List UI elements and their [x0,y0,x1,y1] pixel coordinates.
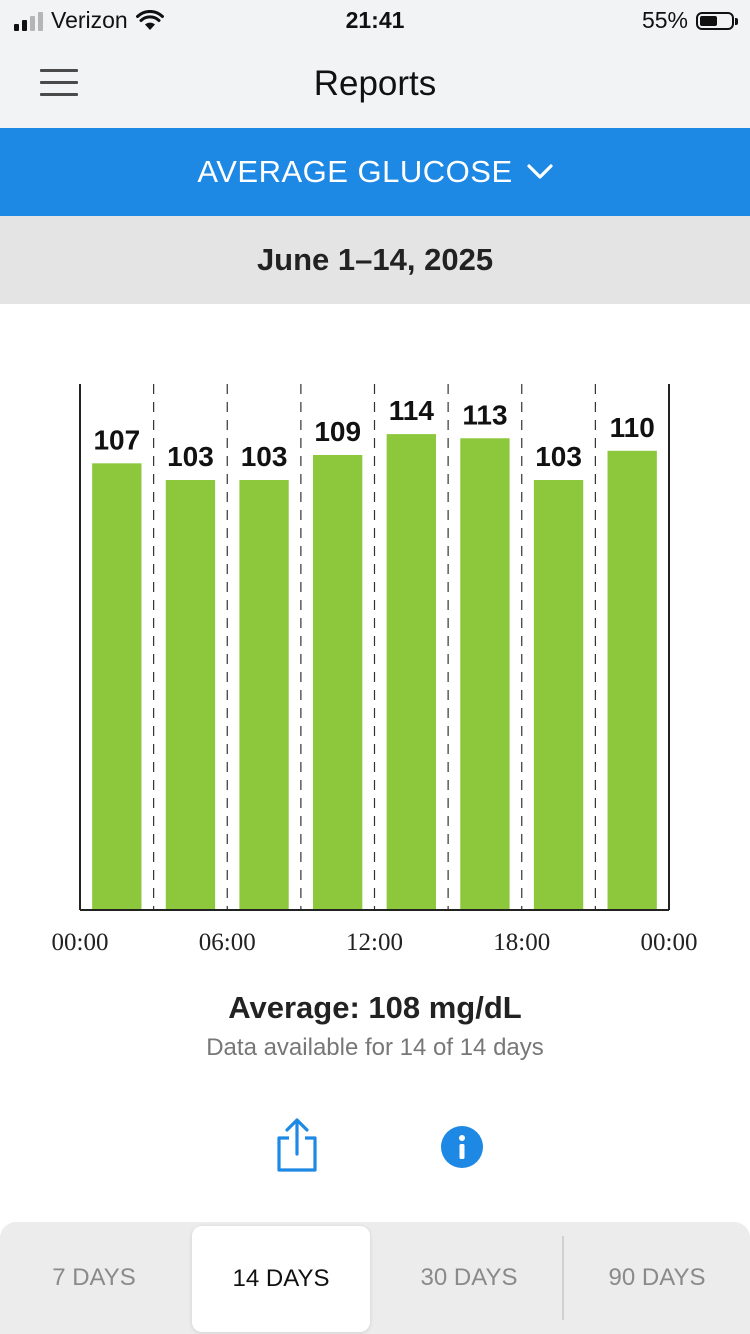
data-availability-text: Data available for 14 of 14 days [206,1034,544,1061]
x-tick-label: 12:00 [346,929,403,956]
tab-30-days[interactable]: 30 DAYS [420,1264,518,1291]
chart-bar [607,450,657,910]
tab-90-days[interactable]: 90 DAYS [608,1264,706,1291]
bar-value-label: 109 [314,416,361,447]
date-range-bar: June 1–14, 2025 [0,216,750,304]
glucose-bar-chart: 107 103 103 109 114 113 103 110 00:00 06:00 12:00 1… [52,384,698,956]
average-glucose-text: Average: 108 mg/dL [228,990,522,1025]
bar-value-label: 103 [241,441,288,472]
chart-bar [165,480,216,910]
tab-7-days[interactable]: 7 DAYS [52,1264,136,1291]
clock-time: 21:41 [345,7,405,33]
chart-bar [460,438,510,910]
x-tick-label: 00:00 [641,929,698,956]
status-right: 55% [641,7,738,34]
metric-selector-label: AVERAGE GLUCOSE [197,154,513,189]
summary-section: Average: 108 mg/dL Data available for 14… [0,990,750,1062]
navigation-bar: Reports [0,42,750,129]
bar-value-label: 110 [610,412,655,443]
x-tick-label: 18:00 [493,929,550,956]
signal-strength-icon [14,11,43,31]
x-tick-label: 00:00 [52,929,109,956]
battery-icon [696,11,738,30]
chart-bar [92,463,142,910]
chart-bar [313,454,363,910]
info-icon[interactable] [440,1125,484,1169]
range-segmented-control: 7 DAYS 14 DAYS 30 DAYS 90 DAYS [0,1222,750,1334]
battery-percentage: 55% [641,7,688,33]
tab-14-days[interactable]: 14 DAYS [192,1226,370,1332]
page-title: Reports [313,64,437,103]
metric-selector[interactable]: AVERAGE GLUCOSE [0,128,750,216]
carrier-name: Verizon [51,7,128,33]
share-icon[interactable] [275,1118,319,1174]
bar-value-label: 103 [535,441,582,472]
date-range-label: June 1–14, 2025 [256,242,494,277]
x-tick-label: 06:00 [199,929,256,956]
chevron-down-icon [527,164,553,179]
bar-value-label: 114 [389,395,435,426]
bar-value-label: 113 [462,399,507,430]
chart-bar [239,480,289,910]
wifi-icon [135,9,164,30]
bar-value-label: 103 [167,441,214,472]
status-bar: Verizon 21:41 55% [0,0,750,42]
bar-value-label: 107 [93,424,140,455]
chart-bar [386,434,436,910]
chart-bar [533,480,584,910]
segment-divider [562,1236,564,1320]
hamburger-menu-icon[interactable] [40,69,78,97]
status-left: Verizon [14,7,164,34]
